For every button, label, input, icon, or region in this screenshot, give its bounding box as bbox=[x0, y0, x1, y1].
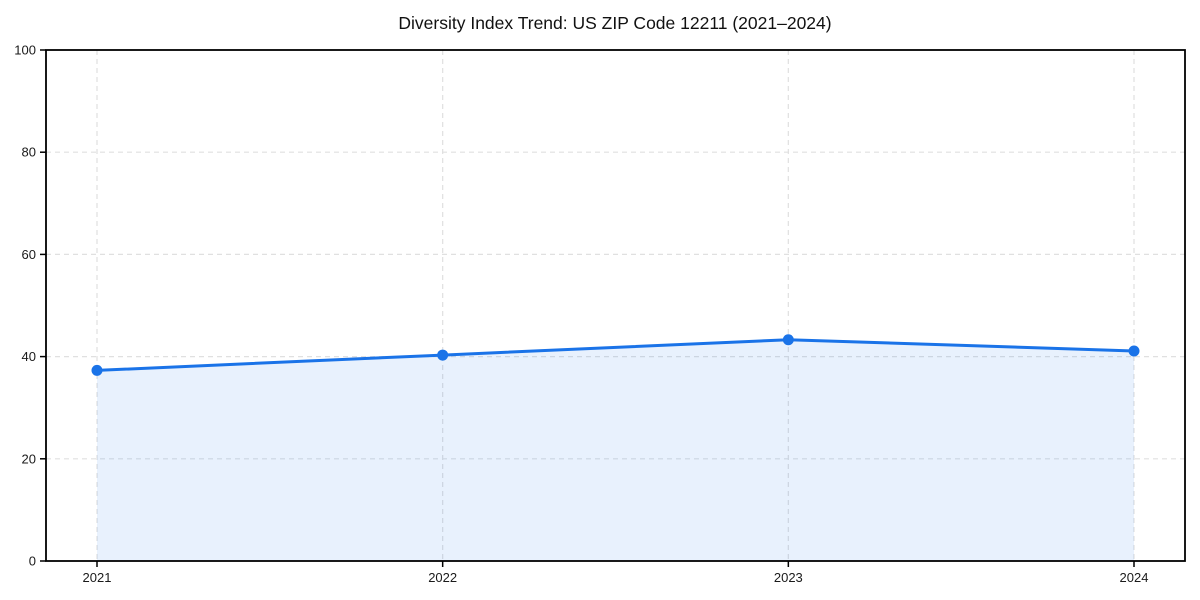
data-point bbox=[91, 364, 103, 376]
series-area bbox=[97, 339, 1134, 561]
y-axis-tick-label: 20 bbox=[22, 451, 36, 466]
data-points bbox=[91, 334, 1140, 376]
y-axis-tick-label: 40 bbox=[22, 349, 36, 364]
data-point bbox=[1128, 345, 1140, 357]
y-axis-tick-label: 0 bbox=[29, 554, 36, 569]
y-axis-tick-label: 100 bbox=[14, 43, 36, 58]
chart-title: Diversity Index Trend: US ZIP Code 12211… bbox=[398, 13, 831, 33]
line-series bbox=[95, 338, 1136, 372]
x-axis-tick-label: 2023 bbox=[774, 570, 803, 585]
area-fill bbox=[97, 339, 1134, 561]
plot-border bbox=[45, 49, 1186, 562]
y-axis-tick-label: 60 bbox=[22, 247, 36, 262]
series-line bbox=[95, 338, 1136, 372]
data-point bbox=[437, 349, 449, 361]
x-axis-tick-label: 2022 bbox=[428, 570, 457, 585]
x-axis-tick-label: 2024 bbox=[1120, 570, 1149, 585]
x-axis-tick-label: 2021 bbox=[83, 570, 112, 585]
tick-labels: 0 20 40 60 80 100 2021 2022 2023 2024 bbox=[14, 43, 1148, 586]
tick-marks bbox=[40, 49, 1135, 567]
axes bbox=[45, 49, 1186, 562]
gridlines bbox=[46, 50, 1185, 561]
y-axis-tick-label: 80 bbox=[22, 145, 36, 160]
data-point bbox=[782, 334, 794, 346]
